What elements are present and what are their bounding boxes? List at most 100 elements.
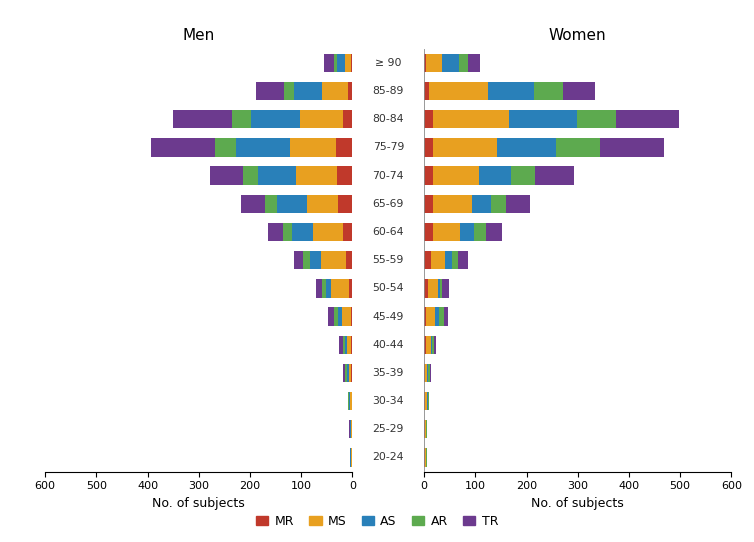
- Text: 70-74: 70-74: [372, 171, 404, 180]
- Bar: [431, 251, 445, 269]
- Bar: [452, 251, 458, 269]
- Bar: [351, 307, 352, 326]
- X-axis label: No. of subjects: No. of subjects: [532, 497, 624, 510]
- Bar: [322, 82, 348, 100]
- Bar: [425, 110, 434, 128]
- Bar: [459, 54, 468, 72]
- Bar: [322, 279, 326, 298]
- Bar: [429, 82, 488, 100]
- Bar: [426, 335, 431, 354]
- Bar: [428, 279, 438, 298]
- Bar: [438, 279, 440, 298]
- Bar: [440, 279, 442, 298]
- Bar: [425, 279, 428, 298]
- Bar: [303, 251, 310, 269]
- Text: 75-79: 75-79: [372, 143, 404, 152]
- Bar: [434, 138, 498, 157]
- Title: Women: Women: [549, 28, 606, 43]
- Bar: [349, 364, 351, 382]
- Bar: [231, 110, 251, 128]
- Bar: [435, 307, 439, 326]
- Bar: [331, 279, 349, 298]
- Bar: [296, 166, 337, 185]
- Bar: [425, 420, 426, 438]
- Bar: [345, 364, 348, 382]
- Bar: [321, 251, 346, 269]
- Bar: [599, 138, 664, 157]
- Bar: [425, 138, 434, 157]
- Bar: [426, 54, 442, 72]
- Bar: [316, 279, 322, 298]
- Bar: [351, 448, 352, 467]
- Title: Men: Men: [182, 28, 215, 43]
- Bar: [308, 195, 338, 213]
- Bar: [338, 307, 342, 326]
- Text: 30-34: 30-34: [372, 396, 404, 406]
- Bar: [442, 279, 449, 298]
- Text: 80-84: 80-84: [372, 114, 404, 124]
- Bar: [432, 335, 434, 354]
- Bar: [425, 82, 429, 100]
- Bar: [425, 335, 426, 354]
- Bar: [428, 392, 429, 410]
- Bar: [284, 82, 293, 100]
- Bar: [351, 420, 352, 438]
- Bar: [241, 195, 265, 213]
- Bar: [488, 82, 534, 100]
- Bar: [509, 110, 578, 128]
- Bar: [351, 364, 352, 382]
- Bar: [348, 82, 352, 100]
- Bar: [434, 335, 436, 354]
- Bar: [348, 392, 349, 410]
- Bar: [535, 166, 574, 185]
- Bar: [283, 223, 292, 241]
- Text: 35-39: 35-39: [372, 368, 404, 378]
- Text: 40-44: 40-44: [372, 340, 404, 350]
- Text: 85-89: 85-89: [372, 86, 404, 96]
- Bar: [236, 138, 290, 157]
- Text: 60-64: 60-64: [372, 227, 404, 237]
- Bar: [343, 223, 352, 241]
- Legend: MR, MS, AS, AR, TR: MR, MS, AS, AR, TR: [251, 510, 503, 533]
- Bar: [337, 166, 352, 185]
- Bar: [439, 307, 443, 326]
- Bar: [210, 166, 244, 185]
- Bar: [425, 54, 426, 72]
- Bar: [431, 335, 432, 354]
- Bar: [556, 138, 599, 157]
- Bar: [336, 138, 352, 157]
- Bar: [434, 223, 460, 241]
- Bar: [268, 223, 283, 241]
- Bar: [426, 307, 435, 326]
- Bar: [300, 110, 343, 128]
- Bar: [425, 392, 428, 410]
- Text: 55-59: 55-59: [372, 255, 404, 265]
- Bar: [173, 110, 231, 128]
- Bar: [342, 307, 351, 326]
- Bar: [491, 195, 506, 213]
- Bar: [343, 364, 345, 382]
- Bar: [351, 392, 352, 410]
- Bar: [346, 251, 352, 269]
- Bar: [486, 223, 502, 241]
- Bar: [343, 110, 352, 128]
- Bar: [244, 166, 258, 185]
- Bar: [506, 195, 529, 213]
- Bar: [334, 54, 336, 72]
- Bar: [349, 392, 351, 410]
- Bar: [339, 335, 343, 354]
- Bar: [333, 307, 338, 326]
- Bar: [345, 335, 348, 354]
- Bar: [265, 195, 277, 213]
- Bar: [348, 335, 351, 354]
- Bar: [277, 195, 308, 213]
- Bar: [425, 195, 434, 213]
- Bar: [443, 307, 448, 326]
- Bar: [326, 279, 331, 298]
- Bar: [442, 54, 459, 72]
- Bar: [534, 82, 563, 100]
- Bar: [458, 251, 467, 269]
- Bar: [293, 82, 322, 100]
- Text: 20-24: 20-24: [372, 453, 404, 462]
- Bar: [151, 138, 215, 157]
